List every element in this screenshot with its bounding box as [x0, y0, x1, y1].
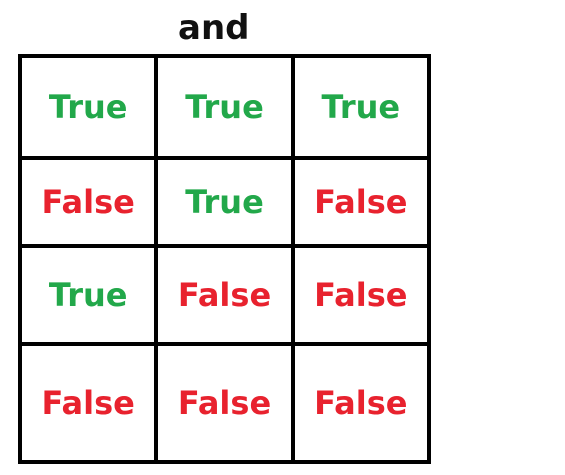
cell-b: False: [154, 342, 295, 464]
cell-b: True: [154, 156, 295, 248]
cell-result: False: [290, 156, 432, 248]
cell-b: True: [154, 54, 295, 160]
table-row: True True True: [17, 54, 432, 160]
cell-result: False: [290, 342, 432, 464]
cell-result: True: [290, 54, 432, 160]
cell-result: False: [290, 244, 432, 346]
truth-table-container: True True True False True False True Fal…: [17, 54, 433, 464]
table-row: False True False: [17, 156, 432, 248]
truth-table: True True True False True False True Fal…: [17, 54, 432, 464]
cell-a: False: [17, 342, 159, 464]
cell-a: True: [17, 244, 159, 346]
cell-a: False: [17, 156, 159, 248]
diagram-title: and: [178, 8, 250, 48]
cell-b: False: [154, 244, 295, 346]
cell-a: True: [17, 54, 159, 160]
table-row: False False False: [17, 342, 432, 464]
table-row: True False False: [17, 244, 432, 346]
